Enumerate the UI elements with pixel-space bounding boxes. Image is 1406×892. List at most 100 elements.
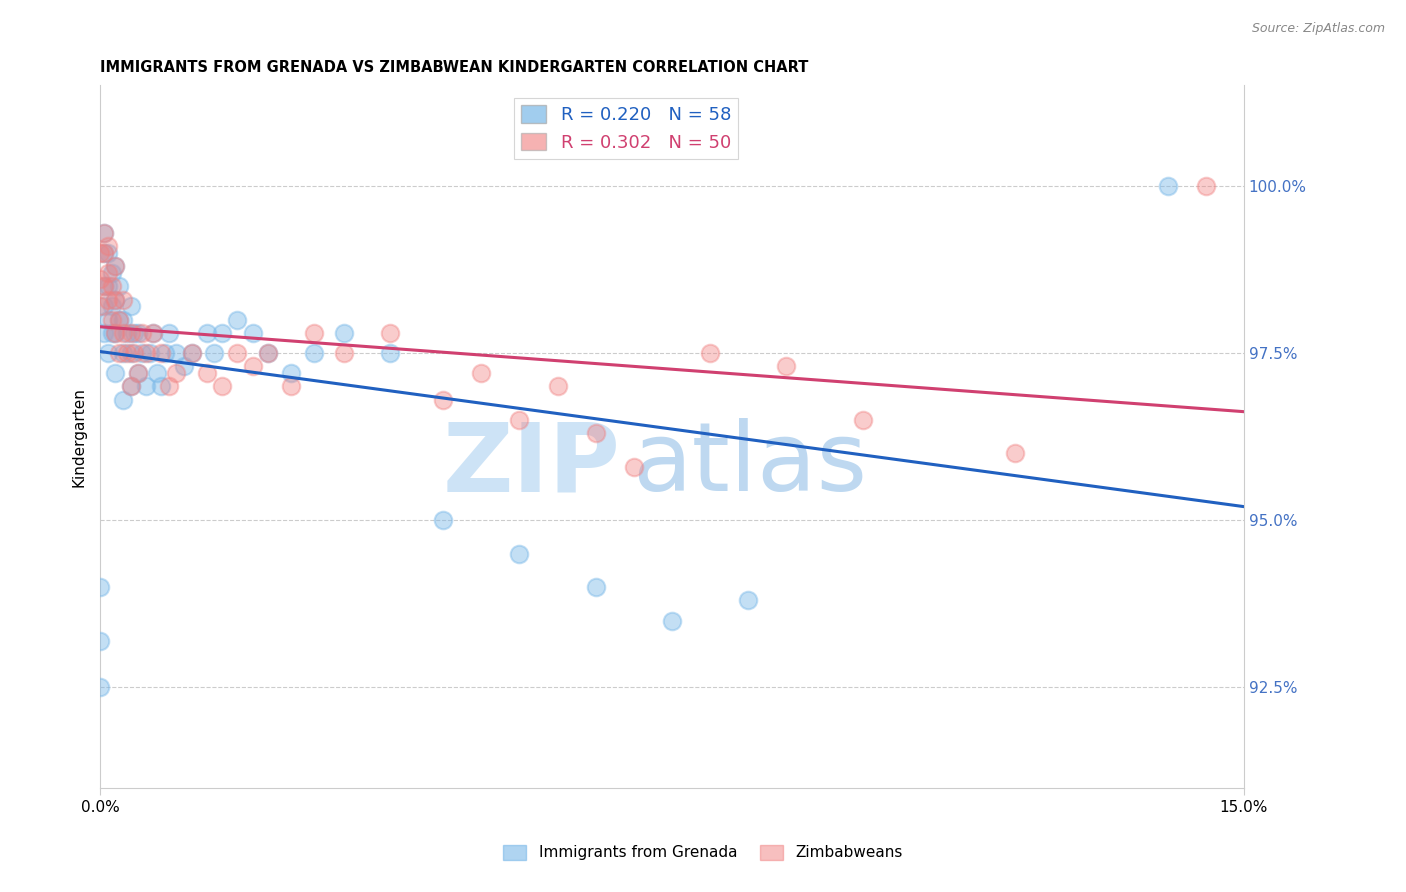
Point [585, 580, 607, 594]
Point [302, 346, 325, 360]
Point [104, 293, 127, 307]
Point [93, 226, 115, 240]
Point [302, 326, 325, 340]
Point [111, 392, 134, 407]
Point [100, 326, 122, 340]
Text: atlas: atlas [631, 418, 868, 511]
Point [120, 379, 142, 393]
Point [737, 593, 759, 607]
Point [111, 312, 134, 326]
Point [280, 366, 302, 380]
Point [242, 359, 264, 374]
Point [195, 366, 218, 380]
Point [180, 346, 202, 360]
Point [97, 346, 120, 360]
Point [257, 346, 280, 360]
Point [585, 426, 607, 441]
Point [115, 326, 138, 340]
Point [93, 279, 115, 293]
Point [280, 379, 302, 393]
Point [100, 266, 122, 280]
Point [142, 326, 165, 340]
Point [146, 366, 169, 380]
Y-axis label: Kindergarten: Kindergarten [72, 387, 86, 486]
Point [661, 614, 683, 628]
Point [108, 279, 131, 293]
Point [378, 346, 401, 360]
Point [1004, 446, 1026, 460]
Point [135, 346, 157, 360]
Point [120, 379, 142, 393]
Point [124, 326, 146, 340]
Point [699, 346, 721, 360]
Point [108, 312, 131, 326]
Point [108, 312, 131, 326]
Point [124, 346, 146, 360]
Point [97, 239, 120, 253]
Point [142, 326, 165, 340]
Point [120, 346, 142, 360]
Point [104, 366, 127, 380]
Point [775, 359, 797, 374]
Point [242, 326, 264, 340]
Point [120, 326, 142, 340]
Text: Source: ZipAtlas.com: Source: ZipAtlas.com [1251, 22, 1385, 36]
Point [89, 633, 111, 648]
Point [111, 293, 134, 307]
Point [333, 326, 356, 340]
Point [93, 326, 115, 340]
Legend: Immigrants from Grenada, Zimbabweans: Immigrants from Grenada, Zimbabweans [498, 838, 908, 866]
Point [104, 293, 127, 307]
Point [97, 293, 120, 307]
Point [165, 366, 187, 380]
Point [127, 326, 149, 340]
Point [100, 279, 122, 293]
Legend: R = 0.220   N = 58, R = 0.302   N = 50: R = 0.220 N = 58, R = 0.302 N = 50 [515, 98, 738, 159]
Point [470, 366, 492, 380]
Point [104, 326, 127, 340]
Point [120, 299, 142, 313]
Point [204, 346, 226, 360]
Point [150, 379, 173, 393]
Point [93, 279, 115, 293]
Point [333, 346, 356, 360]
Point [115, 346, 138, 360]
Point [131, 346, 153, 360]
Point [104, 259, 127, 273]
Point [211, 379, 233, 393]
Point [97, 245, 120, 260]
Point [100, 312, 122, 326]
Text: IMMIGRANTS FROM GRENADA VS ZIMBABWEAN KINDERGARTEN CORRELATION CHART: IMMIGRANTS FROM GRENADA VS ZIMBABWEAN KI… [100, 60, 808, 75]
Point [97, 312, 120, 326]
Point [623, 459, 645, 474]
Point [226, 346, 249, 360]
Point [547, 379, 569, 393]
Point [89, 681, 111, 695]
Point [180, 346, 202, 360]
Point [127, 366, 149, 380]
Text: ZIP: ZIP [443, 418, 620, 511]
Point [157, 379, 180, 393]
Point [89, 245, 111, 260]
Point [104, 259, 127, 273]
Point [173, 359, 195, 374]
Point [97, 266, 120, 280]
Point [508, 413, 530, 427]
Point [432, 392, 454, 407]
Point [111, 326, 134, 340]
Point [432, 513, 454, 527]
Point [93, 245, 115, 260]
Point [138, 346, 160, 360]
Point [131, 326, 153, 340]
Point [226, 312, 249, 326]
Point [89, 272, 111, 286]
Point [93, 226, 115, 240]
Point [97, 279, 120, 293]
Point [89, 299, 111, 313]
Point [89, 580, 111, 594]
Point [150, 346, 173, 360]
Point [1195, 178, 1218, 193]
Point [378, 326, 401, 340]
Point [195, 326, 218, 340]
Point [257, 346, 280, 360]
